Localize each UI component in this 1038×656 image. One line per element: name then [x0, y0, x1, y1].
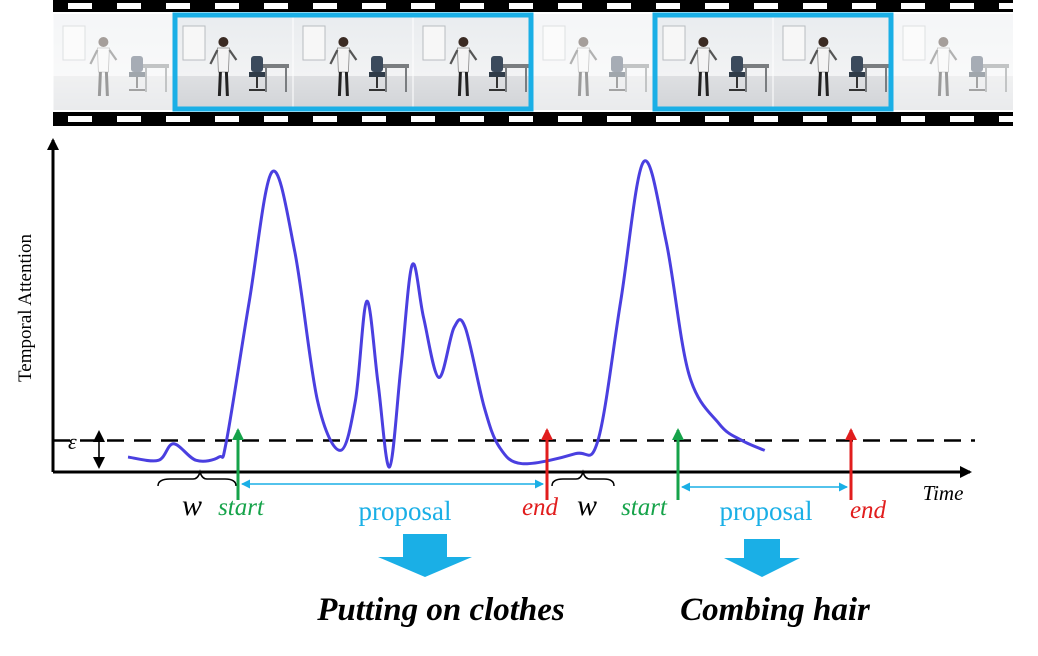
film-hole [705, 116, 729, 122]
film-frame [652, 14, 773, 110]
attention-curve [127, 159, 766, 469]
film-frame [532, 14, 653, 110]
film-hole [411, 116, 435, 122]
film-hole [607, 3, 631, 9]
proposal-label-2: proposal [720, 496, 813, 526]
film-holes-top [68, 3, 1023, 9]
film-hole [117, 3, 141, 9]
film-hole [460, 116, 484, 122]
film-hole [656, 3, 680, 9]
end-label-1: end [522, 494, 559, 521]
film-hole [950, 3, 974, 9]
film-hole [362, 116, 386, 122]
film-hole [411, 3, 435, 9]
film-hole [264, 116, 288, 122]
highlight-box-combing-hair [652, 12, 894, 112]
film-hole [264, 3, 288, 9]
film-hole [509, 116, 533, 122]
film-holes-bottom [68, 116, 1023, 122]
film-frame [892, 14, 1013, 110]
action-label-1: Putting on clothes [316, 592, 565, 628]
window-label-1b: w [577, 489, 597, 522]
film-hole [313, 3, 337, 9]
film-hole [68, 3, 92, 9]
y-axis-label: Temporal Attention [15, 234, 36, 383]
film-hole [215, 116, 239, 122]
film-hole [950, 116, 974, 122]
film-hole [852, 3, 876, 9]
video-filmstrip [52, 0, 1023, 126]
film-frame [772, 14, 893, 110]
film-hole [999, 116, 1023, 122]
film-hole [166, 3, 190, 9]
down-arrow-2-icon [724, 539, 800, 577]
film-hole [607, 116, 631, 122]
end-label-2: end [850, 497, 887, 524]
film-hole [852, 116, 876, 122]
film-hole [754, 116, 778, 122]
film-hole [313, 116, 337, 122]
action-label-2: Combing hair [680, 592, 871, 628]
start-label-2: start [621, 494, 668, 521]
film-hole [999, 3, 1023, 9]
down-arrow-1-icon [378, 534, 472, 577]
film-hole [656, 116, 680, 122]
film-hole [901, 3, 925, 9]
action-highlights [172, 12, 894, 112]
film-hole [705, 3, 729, 9]
film-hole [166, 116, 190, 122]
film-frame [172, 14, 293, 110]
start-label-1: start [218, 494, 265, 521]
film-frame [412, 14, 533, 110]
film-hole [803, 116, 827, 122]
film-hole [558, 116, 582, 122]
film-hole [901, 116, 925, 122]
film-hole [68, 116, 92, 122]
axes: Temporal Attention Time [15, 138, 972, 505]
proposal-1: w start proposal end w Putting on clothe… [157, 428, 615, 628]
film-frame [292, 14, 413, 110]
film-hole [803, 3, 827, 9]
epsilon-label: ε [68, 429, 77, 454]
x-axis-label: Time [923, 481, 964, 505]
film-frames [52, 14, 1013, 110]
film-hole [362, 3, 386, 9]
proposal-2: start proposal end Combing hair [621, 428, 887, 628]
window-brace-1 [157, 469, 237, 487]
film-hole [754, 3, 778, 9]
film-hole [460, 3, 484, 9]
threshold-epsilon-marker: ε [68, 429, 105, 469]
window-label-1: w [182, 489, 202, 522]
highlight-box-putting-on-clothes [172, 12, 534, 112]
film-hole [509, 3, 533, 9]
film-frame [52, 14, 173, 110]
film-hole [117, 116, 141, 122]
film-hole [215, 3, 239, 9]
proposal-label-1: proposal [359, 496, 452, 526]
film-hole [558, 3, 582, 9]
window-brace-1b [551, 469, 615, 487]
